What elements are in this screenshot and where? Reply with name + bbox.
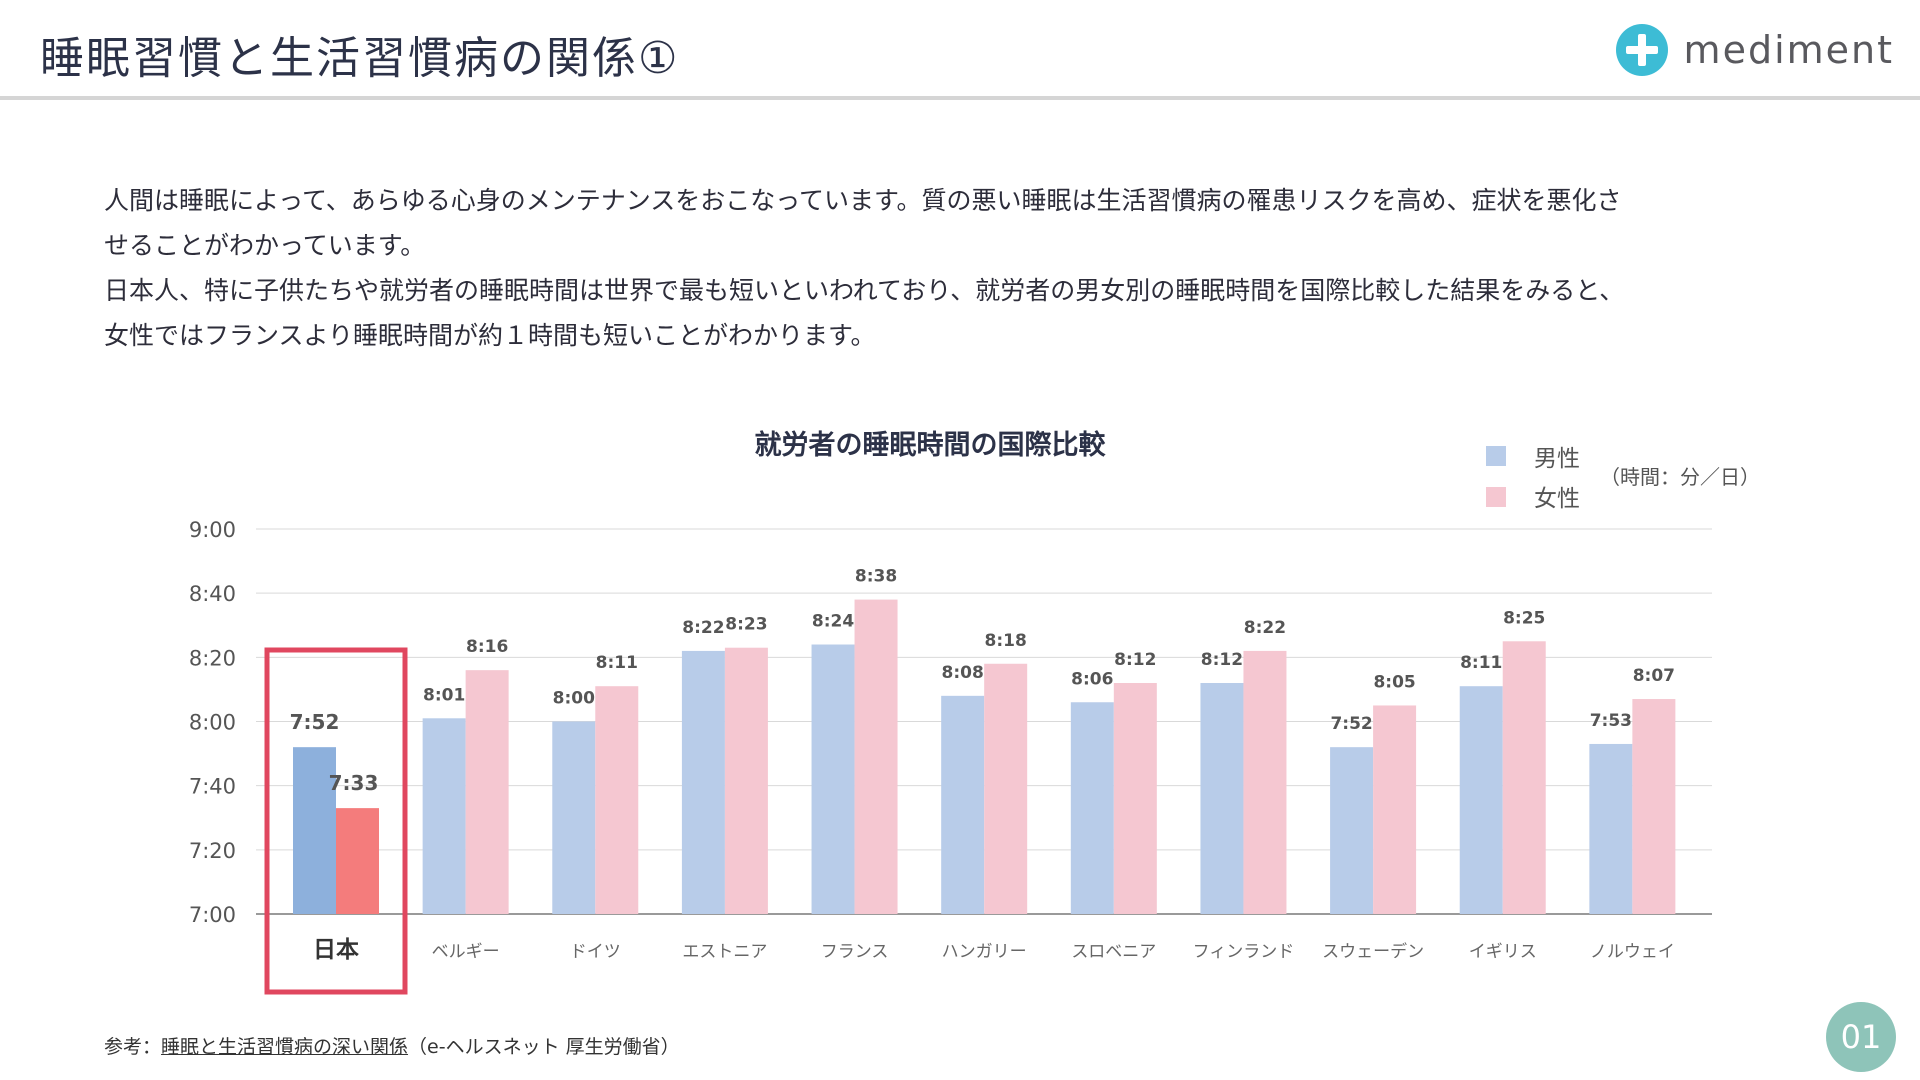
y-tick-label: 8:40 xyxy=(189,582,236,606)
data-label-male: 8:00 xyxy=(553,689,595,709)
intro-line: 女性ではフランスより睡眠時間が約１時間も短いことがわかります。 xyxy=(104,321,876,350)
bar-female xyxy=(595,686,639,914)
x-tick-label: ベルギー xyxy=(432,942,500,962)
x-tick-label: フランス xyxy=(821,942,889,962)
logo-text: mediment xyxy=(1683,28,1894,72)
x-tick-label: スロベニア xyxy=(1071,942,1156,962)
highlight-box xyxy=(264,647,408,995)
bar-female xyxy=(724,647,768,914)
legend-swatch-male xyxy=(1486,446,1506,466)
source-link[interactable]: 睡眠と生活習慣病の深い関係 xyxy=(161,1036,409,1058)
data-label-male: 7:52 xyxy=(290,710,340,734)
intro-line: 人間は睡眠によって、あらゆる心身のメンテナンスをおこなっています。質の悪い睡眠は… xyxy=(104,186,1622,215)
data-label-male: 8:24 xyxy=(812,612,854,632)
header: 睡眠習慣と生活習慣病の関係① mediment xyxy=(0,0,1920,100)
data-label-male: 8:06 xyxy=(1071,669,1113,689)
bar-male xyxy=(681,650,725,914)
page-number: 01 xyxy=(1826,1002,1896,1072)
y-tick-label: 9:00 xyxy=(189,518,236,542)
data-label-male: 8:11 xyxy=(1460,653,1502,673)
intro-line: せることがわかっています。 xyxy=(104,231,426,260)
bar-female xyxy=(1502,641,1546,914)
x-tick-label: ハンガリー xyxy=(942,942,1027,962)
bar-male xyxy=(293,747,336,914)
bar-male xyxy=(1330,747,1374,914)
bar-male xyxy=(941,695,985,914)
data-label-male: 8:22 xyxy=(682,618,724,638)
legend-swatch-female xyxy=(1486,487,1506,507)
chart-title: 就労者の睡眠時間の国際比較 xyxy=(755,429,1107,461)
bar-female xyxy=(1113,683,1157,914)
data-label-female: 8:12 xyxy=(1114,650,1156,670)
intro-text: 人間は睡眠によって、あらゆる心身のメンテナンスをおこなっています。質の悪い睡眠は… xyxy=(104,178,1844,358)
data-label-male: 7:53 xyxy=(1590,711,1632,731)
bar-male xyxy=(1070,702,1114,914)
bar-male xyxy=(1589,743,1633,914)
data-label-male: 7:52 xyxy=(1330,714,1372,734)
data-label-female: 8:22 xyxy=(1244,618,1286,638)
bar-female xyxy=(336,808,379,914)
y-tick-label: 8:00 xyxy=(189,711,236,735)
data-label-female: 8:23 xyxy=(725,615,767,635)
bar-female xyxy=(1632,699,1676,914)
source-note: 参考：睡眠と生活習慣病の深い関係（e-ヘルスネット 厚生労働省） xyxy=(104,1032,680,1059)
logo: mediment xyxy=(1615,24,1894,76)
x-tick-label: スウェーデン xyxy=(1322,941,1424,962)
source-suffix: （e-ヘルスネット 厚生労働省） xyxy=(408,1036,680,1058)
legend-label-male: 男性 xyxy=(1534,446,1580,472)
bar-male xyxy=(422,718,466,914)
bar-male xyxy=(552,721,596,914)
x-tick-label: イギリス xyxy=(1469,942,1537,962)
x-tick-label: ノルウェイ xyxy=(1590,942,1675,962)
bar-female xyxy=(854,599,898,914)
x-tick-label: 日本 xyxy=(313,937,359,963)
chart-plot-area: 7:00 7:20 7:40 8:00 8:20 8:40 9:00 7:52 7:33 日本 8:… xyxy=(189,518,1712,995)
y-tick-label: 7:40 xyxy=(189,775,236,799)
x-tick-label: ドイツ xyxy=(570,942,621,962)
x-tick-label: エストニア xyxy=(682,942,767,962)
data-label-male: 8:08 xyxy=(942,663,984,683)
bar-male xyxy=(1459,686,1503,914)
bar-female xyxy=(1243,650,1287,914)
data-label-female: 8:18 xyxy=(985,631,1027,651)
y-tick-label: 7:20 xyxy=(189,839,236,863)
bar-female xyxy=(465,670,509,914)
data-label-female: 8:38 xyxy=(855,567,897,587)
unit-note: （時間：分／日） xyxy=(1600,465,1760,489)
bar-female xyxy=(984,663,1028,914)
data-label-female: 7:33 xyxy=(329,771,379,795)
source-prefix: 参考： xyxy=(104,1036,162,1058)
data-label-female: 8:25 xyxy=(1503,608,1545,628)
y-tick-label: 8:20 xyxy=(189,646,236,670)
plus-logo-icon xyxy=(1615,24,1668,76)
bar-female xyxy=(1373,705,1417,914)
data-label-female: 8:16 xyxy=(466,637,508,657)
data-label-female: 8:05 xyxy=(1373,672,1415,692)
x-tick-label: フィンランド xyxy=(1193,942,1295,962)
data-label-female: 8:11 xyxy=(596,653,638,673)
data-label-male: 8:01 xyxy=(423,685,465,705)
data-label-male: 8:12 xyxy=(1201,650,1243,670)
bar-male xyxy=(1200,683,1244,914)
intro-line: 日本人、特に子供たちや就労者の睡眠時間は世界で最も短いといわれており、就労者の男… xyxy=(104,276,1625,305)
y-tick-label: 7:00 xyxy=(189,903,236,927)
bar-male xyxy=(811,644,855,914)
data-label-female: 8:07 xyxy=(1633,666,1675,686)
page-title: 睡眠習慣と生活習慣病の関係① xyxy=(40,33,680,84)
legend-label-female: 女性 xyxy=(1534,486,1580,512)
